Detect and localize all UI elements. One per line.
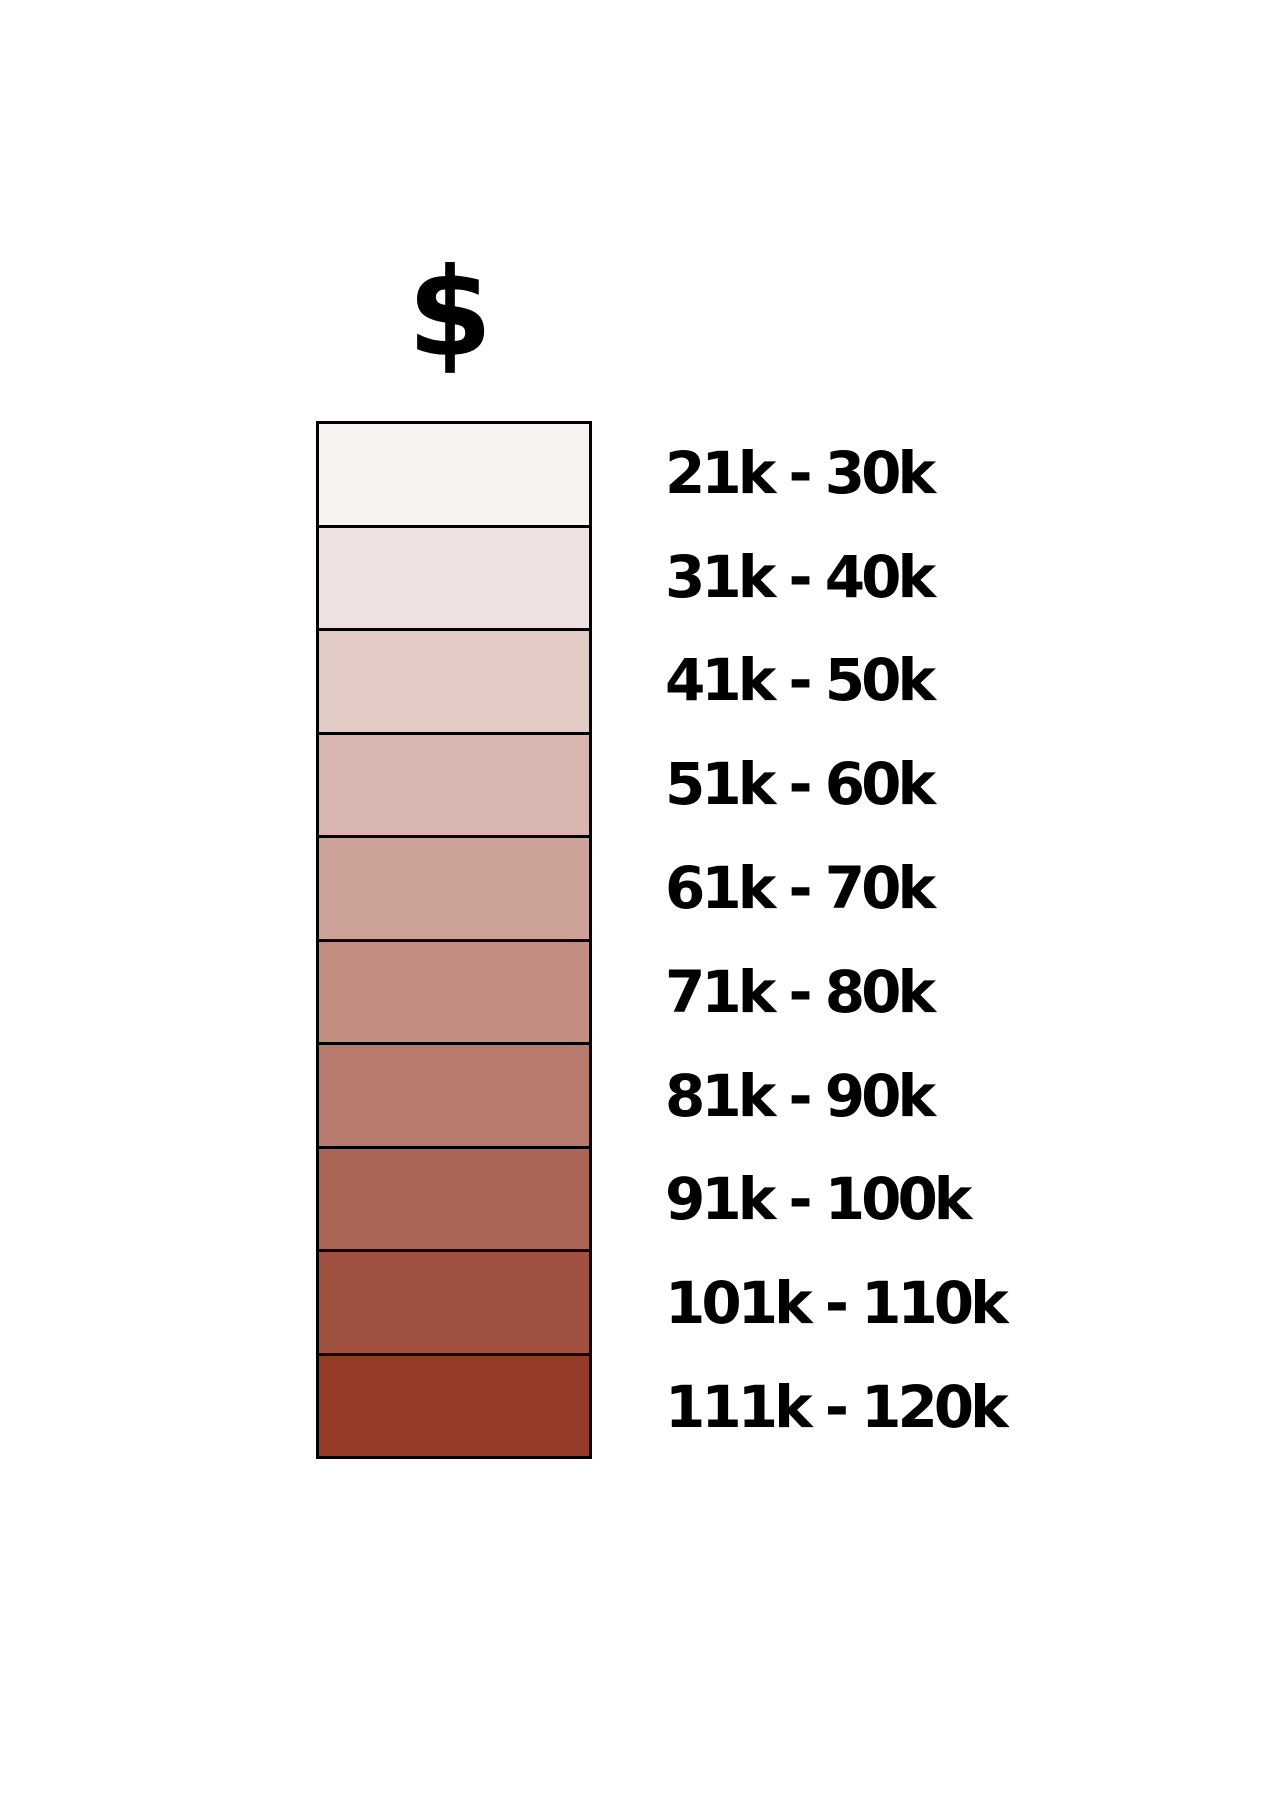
legend-swatch	[319, 734, 589, 838]
legend-label: 61k - 70k	[665, 854, 936, 923]
legend-label: 41k - 50k	[665, 646, 936, 715]
legend-label: 31k - 40k	[665, 542, 936, 611]
legend-label: 111k - 120k	[665, 1373, 1009, 1442]
legend-title: $	[407, 242, 493, 384]
color-scale	[316, 421, 592, 1459]
legend-swatch	[319, 941, 589, 1045]
legend-swatch	[319, 1148, 589, 1252]
legend-swatch	[319, 1252, 589, 1356]
legend-swatch	[319, 527, 589, 631]
legend-label: 101k - 110k	[665, 1269, 1009, 1338]
legend-label: 21k - 30k	[665, 438, 936, 507]
legend-swatch	[319, 1045, 589, 1149]
legend-label: 71k - 80k	[665, 957, 936, 1026]
legend-swatch	[319, 631, 589, 735]
legend-swatch	[319, 838, 589, 942]
legend-swatch	[319, 1355, 589, 1456]
legend-label: 81k - 90k	[665, 1061, 936, 1130]
legend-label: 91k - 100k	[665, 1165, 972, 1234]
legend-swatch	[319, 424, 589, 528]
legend-labels: 21k - 30k 31k - 40k 41k - 50k 51k - 60k …	[665, 421, 1085, 1459]
legend-label: 51k - 60k	[665, 750, 936, 819]
